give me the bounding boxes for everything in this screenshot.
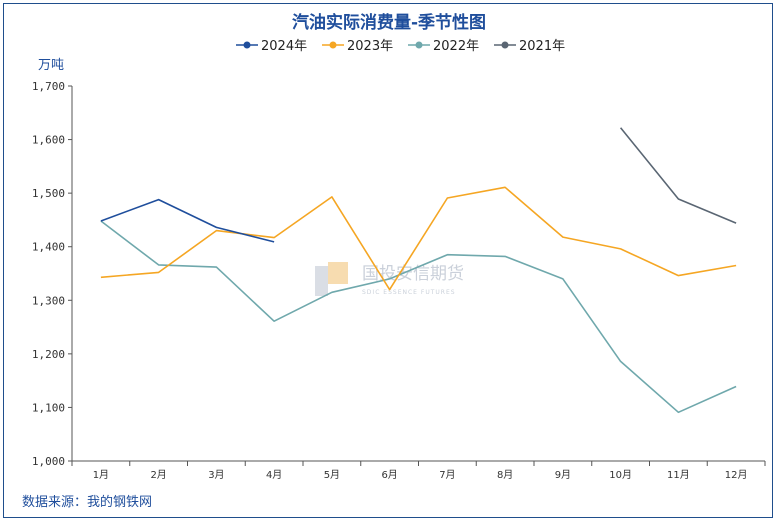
- x-tick-label: 12月: [725, 469, 748, 481]
- watermark-logo-block-left: [315, 266, 328, 296]
- data-source: 数据来源：我的钢铁网: [22, 494, 152, 510]
- x-tick-label: 7月: [439, 469, 455, 481]
- x-tick-label: 11月: [667, 469, 690, 481]
- x-tick-label: 2月: [150, 469, 166, 481]
- y-tick-label: 1,500: [32, 187, 65, 200]
- legend-marker: [415, 41, 423, 49]
- legend-marker: [501, 41, 509, 49]
- series-lines: [100, 127, 737, 414]
- x-axis-ticks: 1月 2月 3月 4月 5月 6月 7月 8月 9月 10月 11月 12月: [71, 461, 766, 481]
- legend-label: 2021年: [519, 39, 565, 54]
- series-line-2021: [619, 127, 737, 224]
- x-tick-label: 5月: [324, 469, 340, 481]
- legend-marker: [243, 41, 251, 49]
- y-axis-unit: 万吨: [38, 58, 64, 73]
- y-tick-label: 1,400: [32, 241, 65, 254]
- series-line-2024: [100, 198, 275, 243]
- legend-item-2023[interactable]: 2023年: [322, 39, 393, 54]
- x-tick-label: 6月: [381, 469, 397, 481]
- watermark-sub: SDIC ESSENCE FUTURES: [362, 289, 456, 296]
- legend-item-2024[interactable]: 2024年: [236, 39, 307, 54]
- legend-label: 2023年: [347, 39, 393, 54]
- x-tick-label: 8月: [497, 469, 513, 481]
- legend-marker: [329, 41, 337, 49]
- legend-item-2021[interactable]: 2021年: [494, 39, 565, 54]
- y-axis-ticks: 1,000 1,100 1,200 1,300 1,400 1,500 1,600 1,700: [32, 80, 72, 468]
- series-line-2022: [100, 220, 737, 414]
- legend-label: 2022年: [433, 39, 479, 54]
- x-tick-label: 1月: [93, 469, 109, 481]
- legend-item-2022[interactable]: 2022年: [408, 39, 479, 54]
- x-tick-label: 4月: [266, 469, 282, 481]
- y-tick-label: 1,100: [32, 401, 65, 414]
- y-tick-label: 1,600: [32, 134, 65, 147]
- chart-title: 汽油实际消费量-季节性图: [292, 12, 486, 33]
- legend-label: 2024年: [261, 39, 307, 54]
- y-tick-label: 1,300: [32, 294, 65, 307]
- y-tick-label: 1,700: [32, 80, 65, 93]
- x-tick-label: 9月: [555, 469, 571, 481]
- series-line-2023: [100, 186, 737, 291]
- y-tick-label: 1,000: [32, 455, 65, 468]
- x-tick-label: 10月: [609, 469, 632, 481]
- watermark-logo-block-right: [328, 262, 348, 284]
- x-tick-label: 3月: [208, 469, 224, 481]
- y-tick-label: 1,200: [32, 348, 65, 361]
- chart-frame: [3, 3, 773, 518]
- legend: 2024年 2023年 2022年 2021年: [236, 39, 565, 54]
